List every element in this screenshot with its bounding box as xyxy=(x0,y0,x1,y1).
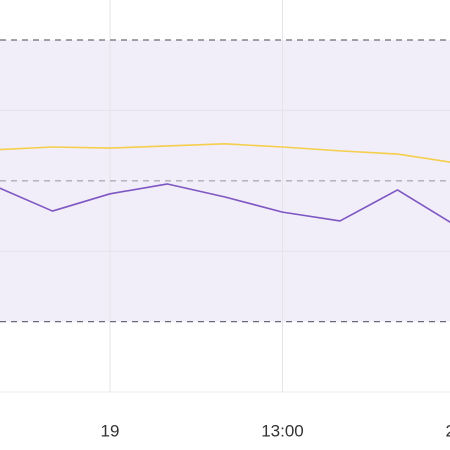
x-tick-label: 13:00 xyxy=(261,421,304,440)
x-tick-label: 19 xyxy=(101,421,120,440)
x-tick-label: 20 xyxy=(446,421,450,440)
series-line xyxy=(0,143,450,163)
series-line xyxy=(0,183,450,224)
